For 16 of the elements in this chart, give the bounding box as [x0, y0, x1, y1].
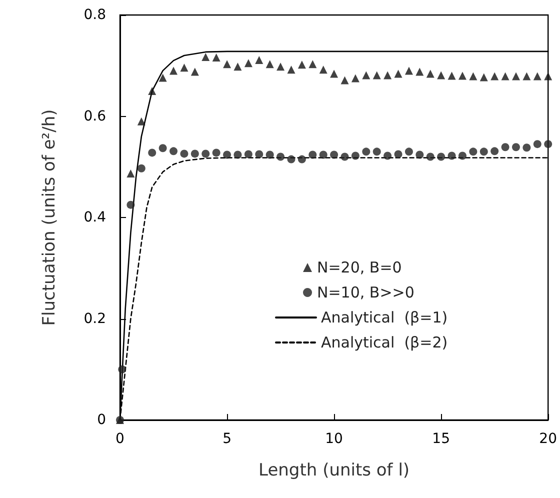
y-tick-label: 0.4 — [84, 210, 106, 226]
legend-label: Analytical (β=1) — [321, 308, 448, 326]
x-tick-label: 10 — [325, 431, 343, 447]
x-axis-title: Length (units of l) — [258, 460, 410, 480]
y-tick-label: 0.8 — [84, 7, 106, 23]
legend-label: N=20, B=0 — [317, 258, 402, 276]
y-axis-title: Fluctuation (units of e²/h) — [40, 109, 60, 326]
y-tick-label: 0.2 — [84, 310, 106, 327]
x-tick-label: 0 — [116, 431, 124, 447]
y-tick-label: 0 — [97, 412, 106, 428]
x-tick-label: 20 — [539, 431, 558, 447]
y-tick-label: 0.6 — [84, 108, 106, 124]
x-tick-label: 15 — [432, 431, 450, 447]
legend-label: Analytical (β=2) — [321, 334, 448, 352]
legend-label: N=10, B>>0 — [317, 284, 414, 302]
x-tick-label: 5 — [222, 431, 232, 447]
